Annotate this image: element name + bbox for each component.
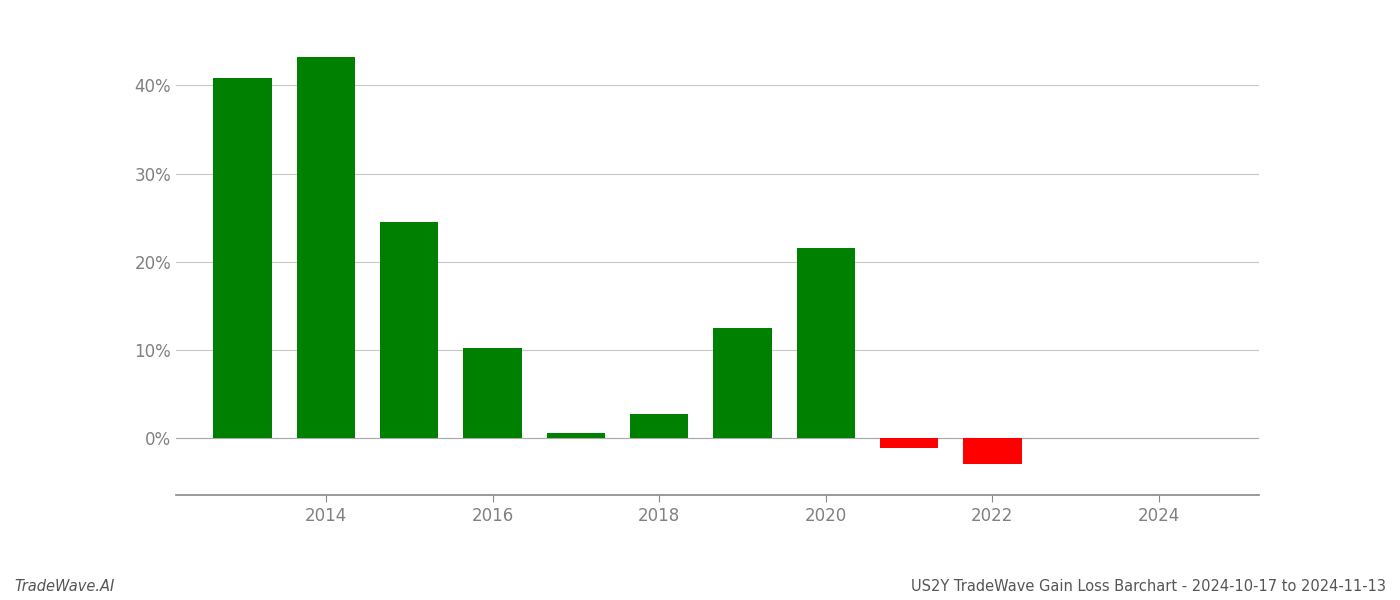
Bar	[381, 222, 438, 438]
Bar	[630, 414, 689, 438]
Text: TradeWave.AI: TradeWave.AI	[14, 579, 115, 594]
Bar	[963, 438, 1022, 464]
Bar	[714, 328, 771, 438]
Bar	[463, 348, 522, 438]
Bar	[797, 248, 855, 438]
Bar	[213, 79, 272, 438]
Bar	[547, 433, 605, 438]
Bar	[297, 57, 356, 438]
Bar	[881, 438, 938, 448]
Text: US2Y TradeWave Gain Loss Barchart - 2024-10-17 to 2024-11-13: US2Y TradeWave Gain Loss Barchart - 2024…	[911, 579, 1386, 594]
